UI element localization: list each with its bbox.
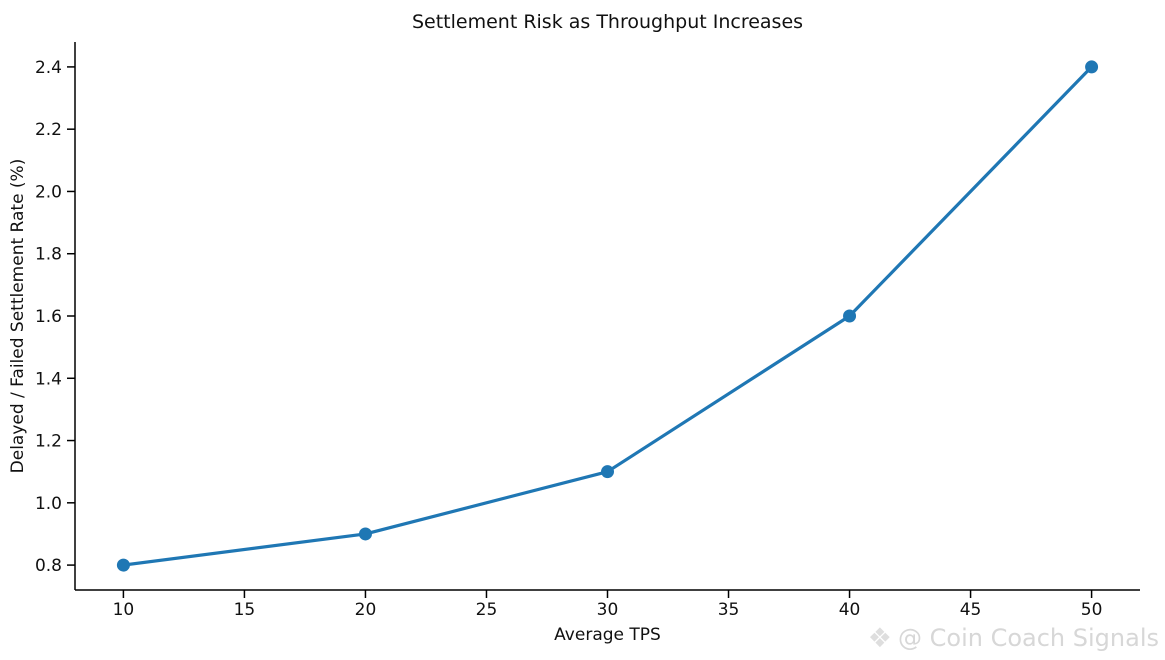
x-axis-label: Average TPS — [554, 625, 661, 645]
x-tick-label: 15 — [234, 600, 256, 620]
series-line — [121, 65, 1094, 567]
y-tick-label: 1.2 — [35, 432, 62, 452]
y-tick-label: 1.6 — [35, 307, 62, 327]
data-point — [116, 558, 130, 572]
data-point — [1085, 60, 1099, 74]
y-tick-label: 1.8 — [35, 245, 62, 265]
watermark-text: @ Coin Coach Signals — [898, 624, 1159, 652]
data-point — [843, 309, 857, 323]
watermark: ❖ @ Coin Coach Signals — [868, 624, 1159, 652]
y-tick-label: 0.8 — [35, 556, 62, 576]
y-tick-label: 2.2 — [35, 120, 62, 140]
chart-title: Settlement Risk as Throughput Increases — [411, 11, 804, 33]
y-tick-label: 2.0 — [35, 182, 62, 202]
data-point — [601, 465, 614, 479]
x-tick-label: 25 — [476, 600, 498, 620]
x-tick-label: 30 — [597, 600, 619, 620]
x-tick-label: 10 — [113, 600, 135, 620]
y-axis-label: Delayed / Failed Settlement Rate (%) — [8, 158, 28, 474]
y-tick-label: 1.4 — [35, 369, 62, 389]
x-tick-label: 50 — [1081, 600, 1103, 620]
data-point — [358, 527, 372, 541]
y-tick-label: 1.0 — [35, 494, 62, 514]
x-tick-label: 35 — [718, 600, 740, 620]
x-tick-label: 20 — [355, 600, 377, 620]
x-tick-label: 45 — [960, 600, 982, 620]
four-diamonds-icon: ❖ — [867, 622, 892, 654]
y-tick-label: 2.4 — [35, 58, 62, 78]
x-tick-label: 40 — [839, 600, 861, 620]
